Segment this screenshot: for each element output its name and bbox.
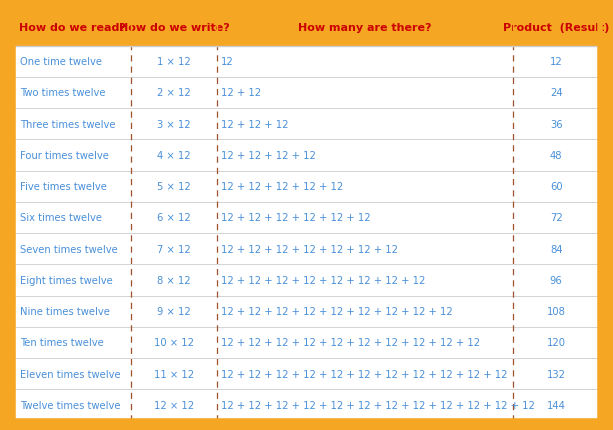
Bar (13, 46, 600, 78)
Text: 3 × 12: 3 × 12 (158, 120, 191, 129)
Bar (13, 327, 600, 358)
Bar (13, 203, 600, 233)
Text: 60: 60 (550, 182, 563, 192)
Text: 11 × 12: 11 × 12 (154, 369, 194, 379)
Text: 12 × 12: 12 × 12 (154, 400, 194, 410)
Text: 12 + 12 + 12 + 12 + 12 + 12 + 12 + 12 + 12 + 12 + 12 + 12: 12 + 12 + 12 + 12 + 12 + 12 + 12 + 12 + … (221, 400, 535, 410)
Text: 12 + 12 + 12 + 12 + 12 + 12 + 12 + 12 + 12 + 12: 12 + 12 + 12 + 12 + 12 + 12 + 12 + 12 + … (221, 338, 480, 347)
Text: 108: 108 (547, 307, 566, 316)
Text: 12 + 12 + 12 + 12 + 12 + 12 + 12 + 12 + 12 + 12 + 12: 12 + 12 + 12 + 12 + 12 + 12 + 12 + 12 + … (221, 369, 508, 379)
Bar (13, 140, 600, 171)
Text: Eight times twelve: Eight times twelve (20, 275, 112, 285)
Text: 12 + 12: 12 + 12 (221, 88, 261, 98)
Text: 12 + 12 + 12 + 12: 12 + 12 + 12 + 12 (221, 150, 316, 160)
Text: Five times twelve: Five times twelve (20, 182, 107, 192)
Text: Eleven times twelve: Eleven times twelve (20, 369, 120, 379)
Text: Twelve times twelve: Twelve times twelve (20, 400, 120, 410)
Text: 6 × 12: 6 × 12 (157, 213, 191, 223)
Text: 12 + 12 + 12: 12 + 12 + 12 (221, 120, 289, 129)
Text: Seven times twelve: Seven times twelve (20, 244, 117, 254)
Text: 144: 144 (547, 400, 566, 410)
Text: 12 + 12 + 12 + 12 + 12: 12 + 12 + 12 + 12 + 12 (221, 182, 343, 192)
Text: Nine times twelve: Nine times twelve (20, 307, 110, 316)
Text: How do we read?: How do we read? (18, 23, 126, 33)
Text: 72: 72 (550, 213, 563, 223)
Text: 12 + 12 + 12 + 12 + 12 + 12 + 12 + 12 + 12: 12 + 12 + 12 + 12 + 12 + 12 + 12 + 12 + … (221, 307, 453, 316)
Text: 132: 132 (547, 369, 566, 379)
Bar (13, 296, 600, 327)
Text: 96: 96 (550, 275, 563, 285)
Text: How do we write?: How do we write? (119, 23, 229, 33)
Text: Three times twelve: Three times twelve (20, 120, 115, 129)
Text: How many are there?: How many are there? (299, 23, 432, 33)
Text: 2 × 12: 2 × 12 (157, 88, 191, 98)
Text: Four times twelve: Four times twelve (20, 150, 109, 160)
Bar (13, 265, 600, 296)
Text: 12 + 12 + 12 + 12 + 12 + 12 + 12: 12 + 12 + 12 + 12 + 12 + 12 + 12 (221, 244, 398, 254)
Bar (13, 109, 600, 140)
Text: 12 + 12 + 12 + 12 + 12 + 12 + 12 + 12: 12 + 12 + 12 + 12 + 12 + 12 + 12 + 12 (221, 275, 425, 285)
Text: 12 + 12 + 12 + 12 + 12 + 12: 12 + 12 + 12 + 12 + 12 + 12 (221, 213, 371, 223)
Text: 4 × 12: 4 × 12 (158, 150, 191, 160)
Text: 24: 24 (550, 88, 563, 98)
Text: 48: 48 (550, 150, 562, 160)
Text: 36: 36 (550, 120, 563, 129)
Text: 8 × 12: 8 × 12 (158, 275, 191, 285)
Text: 5 × 12: 5 × 12 (157, 182, 191, 192)
Text: 12: 12 (221, 57, 234, 67)
Bar (13, 78, 600, 109)
Text: 9 × 12: 9 × 12 (157, 307, 191, 316)
Text: Two times twelve: Two times twelve (20, 88, 105, 98)
Bar (13, 233, 600, 265)
Text: Six times twelve: Six times twelve (20, 213, 102, 223)
Text: Product  (Result): Product (Result) (503, 23, 609, 33)
Bar (13, 358, 600, 390)
Text: Ten times twelve: Ten times twelve (20, 338, 104, 347)
Text: 12: 12 (550, 57, 563, 67)
Text: One time twelve: One time twelve (20, 57, 102, 67)
Bar (13, 9, 600, 46)
Bar (13, 390, 600, 421)
Bar (13, 171, 600, 203)
Text: 1 × 12: 1 × 12 (157, 57, 191, 67)
Text: 10 × 12: 10 × 12 (154, 338, 194, 347)
Text: 7 × 12: 7 × 12 (157, 244, 191, 254)
Text: 84: 84 (550, 244, 562, 254)
Text: 120: 120 (547, 338, 566, 347)
